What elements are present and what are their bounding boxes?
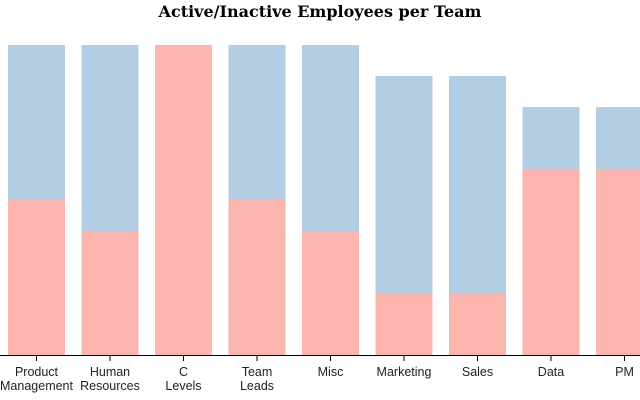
bar-lower-7 — [522, 169, 580, 355]
x-tick-label: Sales — [462, 365, 493, 379]
x-tick-label-line: Data — [538, 365, 564, 379]
x-tick-label-line: Management — [0, 379, 73, 393]
x-tick-label-line: PM — [615, 365, 634, 379]
x-tick-label: Human Resources — [80, 365, 140, 393]
bar-upper-5 — [375, 76, 433, 293]
bar-upper-0 — [8, 45, 65, 200]
x-tick-label-line: C — [179, 365, 188, 379]
x-tick-label: C Levels — [165, 365, 201, 393]
bar-lower-4 — [302, 231, 359, 355]
bar-upper-8 — [596, 107, 640, 169]
bar-lower-2 — [155, 45, 212, 355]
x-tick-label-line: Levels — [165, 379, 201, 393]
bar-upper-1 — [81, 45, 139, 231]
x-tick-label-line: Marketing — [377, 365, 432, 379]
bar-upper-6 — [449, 76, 506, 293]
x-tick-label-line: Team — [242, 365, 273, 379]
bar-lower-6 — [449, 293, 506, 355]
x-tick-label-line: Leads — [240, 379, 274, 393]
bar-lower-8 — [596, 169, 640, 355]
x-tick-label: Marketing — [377, 365, 432, 379]
x-tick-label-line: Sales — [462, 365, 493, 379]
bar-upper-3 — [228, 45, 286, 200]
x-tick-label: Data — [538, 365, 564, 379]
bar-lower-3 — [228, 200, 286, 355]
bar-lower-0 — [8, 200, 65, 355]
x-tick-label-line: Product — [15, 365, 59, 379]
x-tick-label: Product Management — [0, 365, 73, 393]
x-tick-label: PM — [615, 365, 634, 379]
bar-lower-5 — [375, 293, 433, 355]
x-tick-label-line: Human — [90, 365, 130, 379]
bar-lower-1 — [81, 231, 139, 355]
chart-title: Active/Inactive Employees per Team — [158, 2, 482, 21]
x-tick-label-line: Misc — [318, 365, 344, 379]
x-tick-label: Misc — [318, 365, 344, 379]
bars-group — [8, 45, 640, 355]
x-tick-label: Team Leads — [240, 365, 274, 393]
bar-upper-7 — [522, 107, 580, 169]
bar-upper-4 — [302, 45, 359, 231]
x-tick-label-line: Resources — [80, 379, 140, 393]
